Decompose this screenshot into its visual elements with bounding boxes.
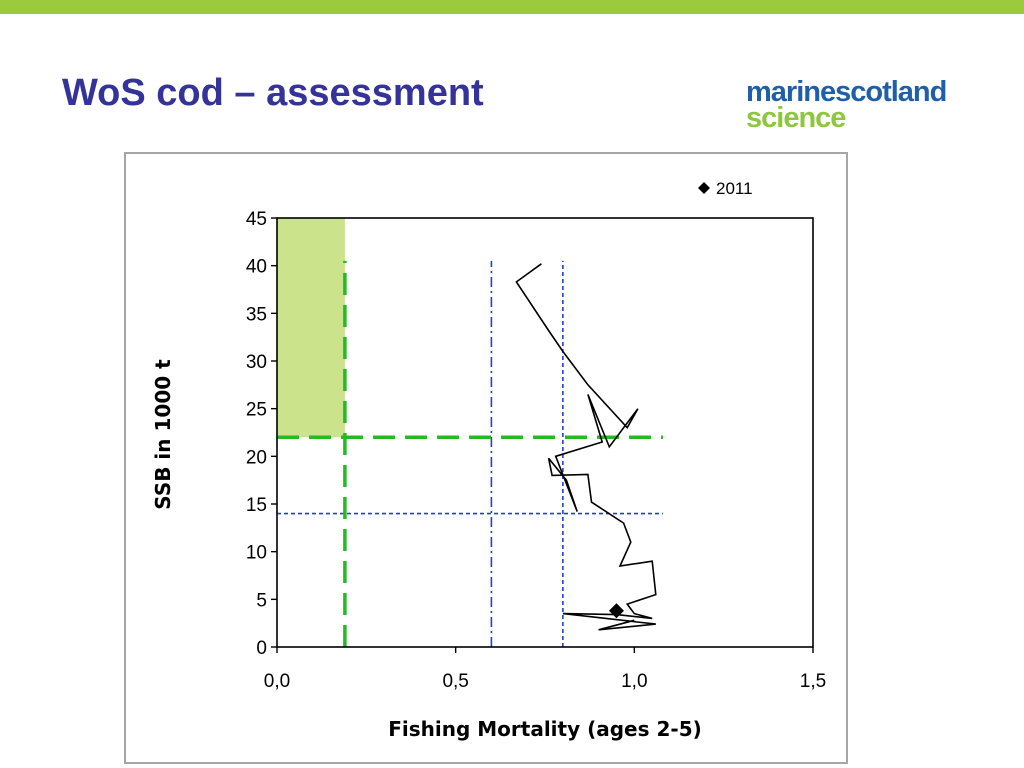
logo-word-science: science [746,102,846,134]
x-tick-label-1: 0,5 [442,671,468,692]
y-tick-label-10: 10 [246,543,267,564]
y-tick-label-20: 20 [246,447,267,468]
marine-scotland-science-logo: marinescotland science [746,76,976,136]
trajectory-line-0 [515,263,657,631]
top-accent-bar [0,0,1024,14]
legend-marker [698,182,710,194]
axes-layer [271,217,814,653]
target-area [277,218,345,438]
x-axis-title: Fishing Mortality (ages 2-5) [388,717,702,741]
x-tick-label-3: 1,5 [800,671,826,692]
plot-area-border [276,217,814,648]
y-tick-label-25: 25 [246,400,267,421]
y-tick-label-0: 0 [256,638,267,659]
target-area-layer [277,218,345,438]
legend-label: 2011 [716,179,753,198]
y-tick-label-5: 5 [256,590,267,611]
labels-layer: 0 5 10 15 20 25 30 35 40 45 0,0 0,5 1,0 1,5 Fishing Mo… [151,179,826,741]
reference-lines-layer [277,260,663,647]
chart: 0 5 10 15 20 25 30 35 40 45 0,0 0,5 1,0 1,5 Fishing Mo… [151,179,826,741]
logo-word-scotland: scotland [835,76,947,108]
y-tick-label-30: 30 [246,352,267,373]
series-layer [515,263,657,631]
y-tick-label-35: 35 [246,304,267,325]
chart-frame: 0 5 10 15 20 25 30 35 40 45 0,0 0,5 1,0 1,5 Fishing Mo… [124,152,848,764]
slide-title: WoS cod – assessment [62,72,484,114]
y-tick-label-15: 15 [246,495,267,516]
y-tick-label-45: 45 [246,209,267,230]
x-tick-label-2: 1,0 [621,671,647,692]
current-year-marker [608,603,624,619]
logo-word-marine: marine [746,76,836,108]
y-tick-label-40: 40 [246,257,267,278]
y-axis-title: SSB in 1000 t [151,359,175,510]
x-tick-label-0: 0,0 [264,671,290,692]
